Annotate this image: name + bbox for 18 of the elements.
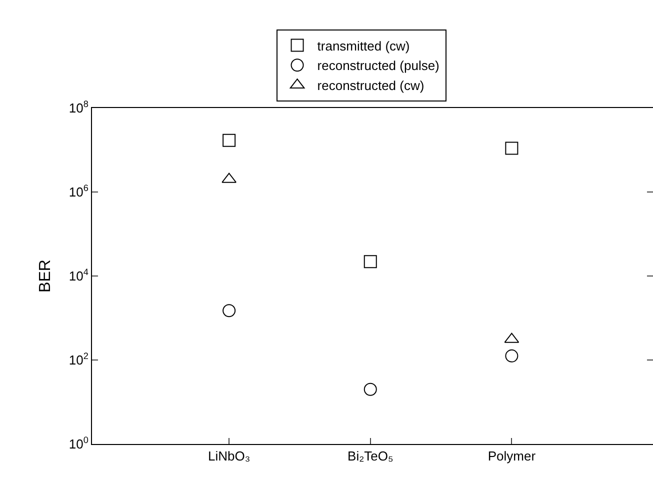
point — [222, 304, 236, 318]
y-tick-label: 10$^{0}$ — [68, 435, 88, 452]
legend-label: reconstructed (cw) — [317, 78, 424, 94]
y-axis-title: BER — [37, 260, 54, 292]
legend-label: transmitted (cw) — [317, 38, 410, 54]
point — [505, 142, 518, 155]
y-tick-label: 10$^{6}$ — [68, 183, 88, 200]
y-tick-label: 10$^{2}$ — [68, 351, 88, 368]
legend-label: reconstructed (pulse) — [317, 58, 440, 74]
x-tick-label: Bi₂TeO₅ — [348, 448, 394, 464]
x-tick-label: LiNbO₃ — [208, 448, 250, 464]
y-tick-label: 10$^{4}$ — [68, 267, 88, 284]
point — [505, 349, 518, 362]
point — [364, 382, 377, 396]
x-tick-label: Polymer — [488, 448, 536, 464]
point — [222, 134, 236, 147]
y-tick-label: 10$^{8}$ — [68, 99, 88, 116]
point — [364, 255, 377, 268]
